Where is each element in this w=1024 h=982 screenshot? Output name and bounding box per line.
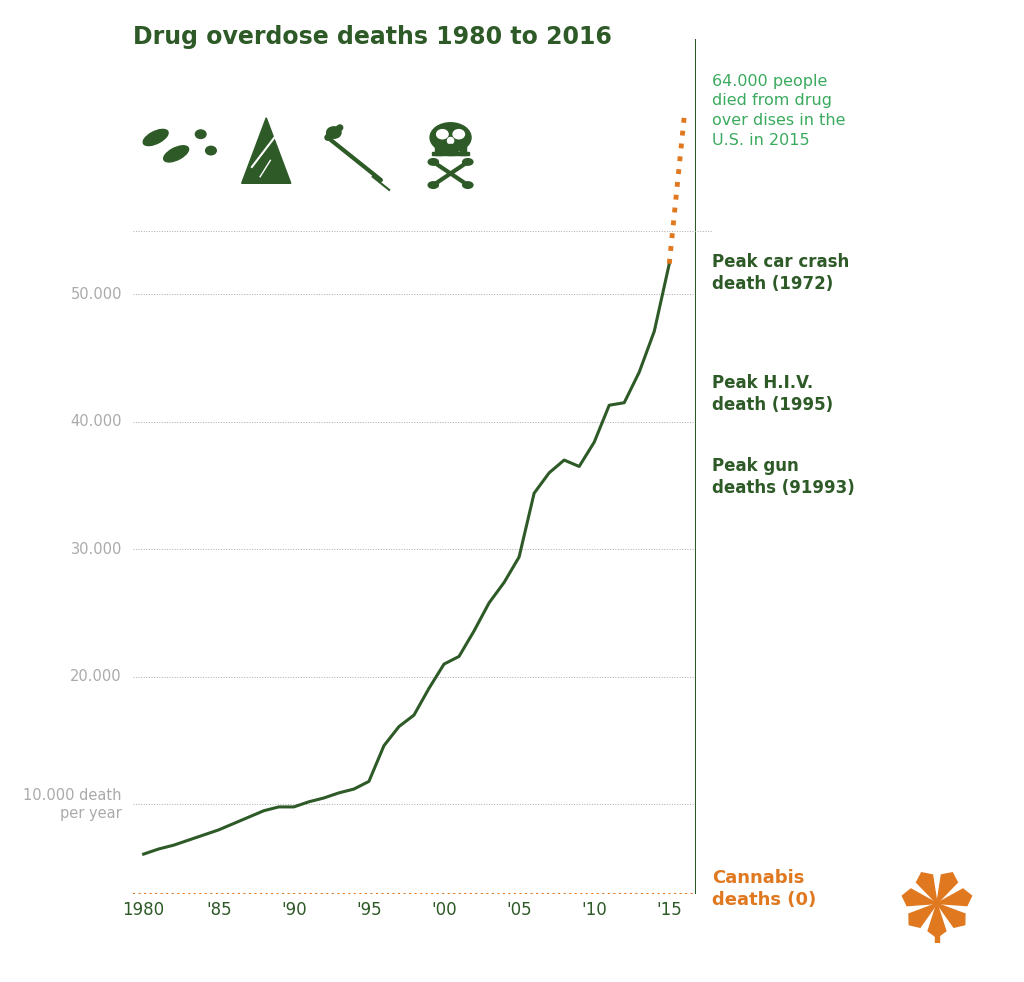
Bar <box>460 144 466 155</box>
Text: Peak H.I.V.
death (1995): Peak H.I.V. death (1995) <box>712 374 833 414</box>
Text: 10.000 death
per year: 10.000 death per year <box>24 789 122 821</box>
Circle shape <box>196 130 206 138</box>
Polygon shape <box>242 118 291 184</box>
Ellipse shape <box>428 182 438 189</box>
Polygon shape <box>937 873 957 903</box>
Polygon shape <box>916 873 937 903</box>
Ellipse shape <box>463 182 473 189</box>
Ellipse shape <box>453 130 465 138</box>
Ellipse shape <box>164 145 188 162</box>
Ellipse shape <box>327 127 341 138</box>
Ellipse shape <box>436 130 449 138</box>
Bar <box>447 144 454 155</box>
Bar <box>432 151 469 155</box>
Bar <box>435 144 441 155</box>
Polygon shape <box>902 889 937 905</box>
Polygon shape <box>937 903 965 927</box>
Text: 20.000: 20.000 <box>71 670 122 684</box>
Ellipse shape <box>430 123 471 152</box>
Text: Cannabis
deaths (0): Cannabis deaths (0) <box>712 869 816 909</box>
Bar <box>935 924 939 943</box>
Text: 50.000: 50.000 <box>71 287 122 301</box>
Ellipse shape <box>447 137 454 144</box>
Text: 40.000: 40.000 <box>71 414 122 429</box>
Text: Peak gun
deaths (91993): Peak gun deaths (91993) <box>712 457 854 497</box>
Polygon shape <box>909 903 937 927</box>
Ellipse shape <box>463 159 473 165</box>
Text: 64.000 people
died from drug
over dises in the
U.S. in 2015: 64.000 people died from drug over dises … <box>712 74 845 148</box>
Ellipse shape <box>428 159 438 165</box>
Text: Drug overdose deaths 1980 to 2016: Drug overdose deaths 1980 to 2016 <box>133 25 612 48</box>
Text: Peak car crash
death (1972): Peak car crash death (1972) <box>712 253 849 294</box>
Ellipse shape <box>143 130 168 145</box>
Polygon shape <box>928 903 946 938</box>
Text: 30.000: 30.000 <box>71 542 122 557</box>
Circle shape <box>206 146 216 155</box>
Polygon shape <box>937 889 972 905</box>
